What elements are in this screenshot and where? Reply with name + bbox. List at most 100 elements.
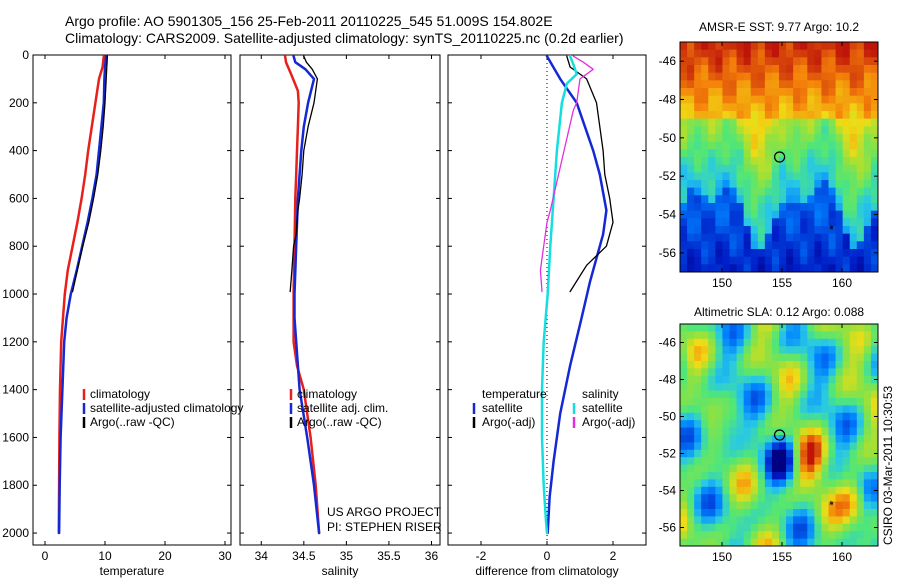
series-line — [540, 54, 578, 535]
heatmap-cell — [807, 134, 815, 143]
heatmap-cell — [708, 49, 716, 58]
heatmap-cell — [835, 49, 844, 58]
heatmap-cell — [701, 164, 709, 173]
heatmap-cell — [800, 442, 808, 451]
heatmap-cell — [757, 88, 766, 97]
heatmap-cell — [835, 149, 844, 158]
heatmap-cell — [701, 479, 709, 488]
heatmap-cell — [764, 187, 773, 196]
heatmap-cell — [708, 509, 716, 517]
heatmap-cell — [764, 486, 773, 495]
heatmap-cell — [856, 331, 865, 340]
heatmap-cell — [842, 164, 851, 173]
heatmap-cell — [856, 149, 865, 158]
heatmap-cell — [757, 118, 766, 127]
heatmap-cell — [870, 180, 878, 189]
heatmap-cell — [870, 157, 878, 166]
heatmap-cell — [828, 172, 837, 181]
heatmap-cell — [779, 164, 787, 173]
heatmap-cell — [757, 375, 766, 384]
heatmap-cell — [828, 353, 837, 362]
heatmap-cell — [694, 111, 702, 120]
heatmap-cell — [694, 103, 702, 112]
heatmap-cell — [779, 65, 787, 74]
heatmap-cell — [821, 49, 830, 58]
heatmap-cell — [800, 486, 808, 495]
heatmap-cell — [807, 72, 815, 81]
heatmap-cell — [849, 88, 858, 97]
heatmap-cell — [828, 42, 837, 51]
heatmap-cell — [687, 420, 695, 429]
heatmap-cell — [715, 538, 724, 546]
heatmap-cell — [694, 210, 702, 219]
heatmap-cell — [729, 427, 738, 436]
heatmap-cell — [736, 324, 745, 332]
heatmap-cell — [793, 187, 801, 196]
heatmap-cell — [687, 427, 695, 436]
heatmap-cell — [835, 233, 844, 242]
heatmap-cell — [771, 523, 780, 532]
heatmap-cell — [800, 195, 808, 204]
heatmap-cell — [764, 457, 773, 466]
heatmap-cell — [793, 361, 801, 369]
heatmap-cell — [729, 464, 738, 473]
heatmap-cell — [757, 195, 766, 204]
heatmap-cell — [814, 523, 823, 532]
heatmap-cell — [821, 72, 830, 81]
heatmap-cell — [708, 210, 716, 219]
heatmap-cell — [863, 479, 872, 488]
heatmap-cell — [750, 457, 759, 466]
heatmap-cell — [694, 494, 702, 503]
heatmap-cell — [736, 157, 745, 166]
heatmap-cell — [757, 111, 766, 120]
heatmap-cell — [743, 203, 752, 212]
x-tick-label: 0 — [42, 549, 49, 563]
heatmap-cell — [764, 218, 773, 227]
heatmap-cell — [849, 157, 858, 166]
heatmap-cell — [800, 149, 808, 158]
heatmap-cell — [764, 264, 773, 272]
y-tick-label: 600 — [9, 191, 29, 205]
heatmap-cell — [814, 494, 823, 503]
heatmap-cell — [771, 164, 780, 173]
heatmap-cell — [729, 164, 738, 173]
heatmap-cell — [786, 233, 794, 242]
heatmap-cell — [729, 134, 738, 143]
heatmap-cell — [715, 218, 724, 227]
heatmap-cell — [849, 494, 858, 503]
heatmap-cell — [821, 383, 830, 392]
heatmap-cell — [687, 435, 695, 443]
heatmap-cell — [786, 501, 794, 510]
heatmap-cell — [828, 486, 837, 495]
x-tick-label: 36 — [425, 549, 439, 563]
heatmap-cell — [694, 383, 702, 392]
heatmap-cell — [856, 249, 865, 258]
heatmap-cell — [736, 523, 745, 532]
heatmap-cell — [849, 172, 858, 181]
heatmap-cell — [856, 233, 865, 242]
heatmap-cell — [793, 457, 801, 466]
heatmap-cell — [729, 226, 738, 235]
heatmap-cell — [800, 324, 808, 332]
heatmap-cell — [687, 42, 695, 51]
heatmap-cell — [771, 412, 780, 421]
heatmap-cell — [814, 412, 823, 421]
heatmap-cell — [764, 111, 773, 120]
heatmap-cell — [680, 49, 688, 58]
heatmap-cell — [757, 57, 766, 66]
heatmap-cell — [750, 494, 759, 503]
heatmap-cell — [821, 195, 830, 204]
heatmap-cell — [863, 126, 872, 135]
heatmap-cell — [694, 412, 702, 421]
heatmap-cell — [779, 516, 787, 525]
heatmap-cell — [743, 523, 752, 532]
heatmap-cell — [701, 375, 709, 384]
heatmap-cell — [743, 338, 752, 347]
heatmap-cell — [708, 256, 716, 265]
heatmap-cell — [863, 42, 872, 51]
heatmap-cell — [814, 457, 823, 466]
heatmap-cell — [687, 353, 695, 362]
heatmap-cell — [835, 375, 844, 384]
heatmap-cell — [814, 172, 823, 181]
heatmap-cell — [828, 442, 837, 451]
